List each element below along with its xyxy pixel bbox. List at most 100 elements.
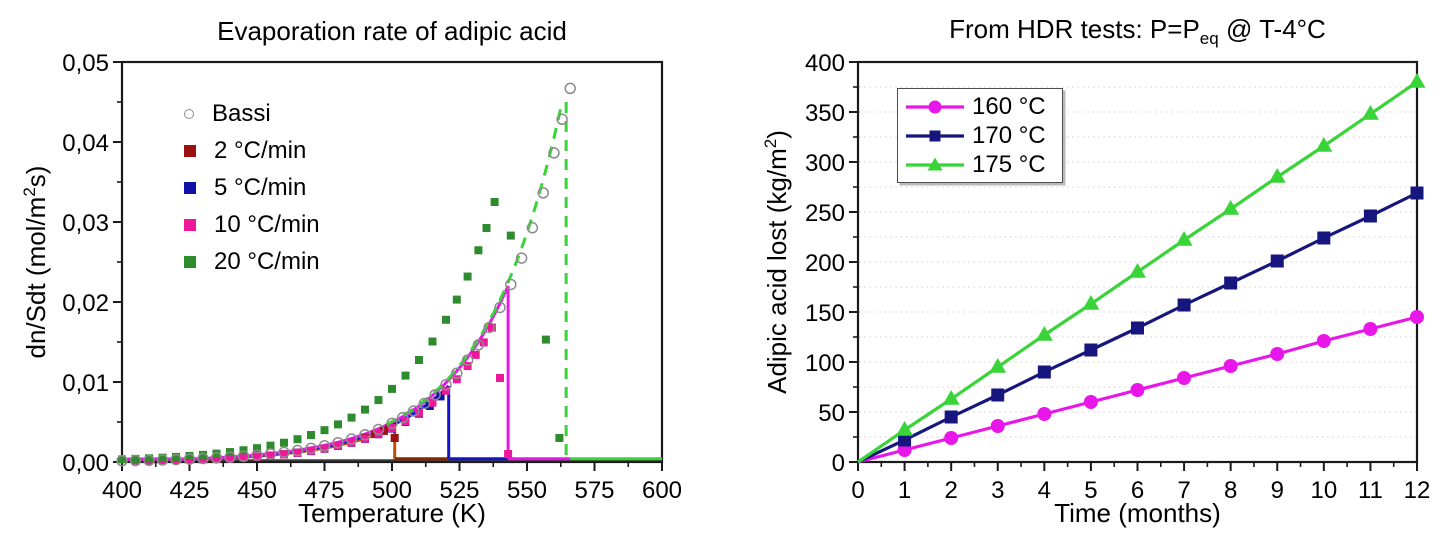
data-point <box>541 335 550 344</box>
y-tick-label: 250 <box>805 200 845 227</box>
data-point <box>320 426 329 435</box>
data-point <box>224 451 236 463</box>
data-point <box>361 434 369 443</box>
square-marker-icon <box>184 181 196 194</box>
legend-item-20-C-min: 20 °C/min <box>184 243 320 280</box>
data-point <box>515 252 528 264</box>
data-point <box>156 454 169 466</box>
data-point <box>487 323 496 332</box>
y-tick-label: 350 <box>805 100 845 127</box>
data-point <box>991 388 1005 402</box>
x-tick-label: 550 <box>507 477 547 504</box>
data-point <box>388 384 396 393</box>
data-point <box>210 452 223 464</box>
legend-label: 170 °C <box>972 121 1046 149</box>
data-point <box>334 441 342 450</box>
data-point <box>280 450 288 459</box>
x-tick-label: 10 <box>1310 477 1337 504</box>
series-170-C <box>857 186 1424 464</box>
right-legend: 160 °C 170 °C 175 °C <box>897 88 1063 183</box>
legend-label: 5 °C/min <box>214 173 307 201</box>
x-tick-label: 6 <box>1131 477 1144 504</box>
data-point <box>1177 371 1192 385</box>
data-point <box>185 452 194 460</box>
data-point <box>251 449 263 461</box>
data-point <box>347 438 356 447</box>
legend-label: Bassi <box>212 99 271 127</box>
data-point <box>428 337 437 346</box>
data-point <box>537 187 549 199</box>
data-point <box>483 321 495 334</box>
x-tick-label: 525 <box>439 477 479 504</box>
y-tick-label: 150 <box>805 300 845 327</box>
square-marker-icon <box>184 218 196 231</box>
data-point <box>440 378 452 391</box>
x-tick-label: 12 <box>1404 477 1431 504</box>
x-tick-label: 7 <box>1177 477 1190 504</box>
data-point <box>482 224 491 232</box>
data-point <box>345 433 358 445</box>
data-point <box>1408 73 1426 88</box>
series-10-C-min <box>131 323 513 465</box>
legend-item-5-C-min: 5 °C/min <box>184 169 320 206</box>
data-point <box>386 417 398 430</box>
y-tick-label: 0,02 <box>62 290 109 317</box>
data-point <box>564 82 576 95</box>
legend-label: 160 °C <box>972 92 1046 120</box>
data-point <box>1268 168 1286 183</box>
data-point <box>504 450 513 458</box>
legend-label: 20 °C/min <box>214 247 320 275</box>
data-point <box>212 454 221 463</box>
data-point <box>291 444 304 457</box>
data-point <box>359 428 371 441</box>
data-point <box>170 453 182 466</box>
x-tick-label: 400 <box>102 477 142 504</box>
data-point <box>307 431 315 440</box>
data-point <box>1037 365 1051 379</box>
data-point <box>452 375 461 384</box>
y-tick-label: 400 <box>805 50 845 77</box>
legend-item-2-C-min: 2 °C/min <box>184 132 320 169</box>
series-Bassi <box>116 82 576 467</box>
data-point <box>989 358 1007 373</box>
data-point <box>318 440 331 452</box>
data-point <box>361 405 369 414</box>
legend-item-175-C: 175 °C <box>904 150 1062 179</box>
fit-10C-per-min-curve <box>127 285 510 461</box>
data-point <box>397 411 409 424</box>
left-axes: 400 425 450 475 500 525 550 575 600 0,00 0,01 0,02 0… <box>62 50 682 504</box>
triangle-line-marker-icon <box>906 157 964 170</box>
data-point <box>226 454 234 463</box>
data-point <box>990 419 1005 433</box>
x-tick-label: 500 <box>372 477 412 504</box>
legend-item-10-C-min: 10 °C/min <box>184 206 320 243</box>
circle-line-marker-icon <box>906 100 964 113</box>
data-point <box>1177 298 1191 312</box>
series-175-C <box>857 73 1426 464</box>
x-tick-label: 0 <box>851 477 864 504</box>
right-chart-panel: 0 1 2 3 4 5 6 7 8 9 10 11 12 0 50 100 150 200 250 300 350 400… <box>720 0 1441 552</box>
data-point <box>183 453 196 465</box>
x-tick-label: 1 <box>898 477 911 504</box>
data-point <box>237 450 250 462</box>
data-point <box>197 452 209 465</box>
x-tick-label: 3 <box>991 477 1004 504</box>
x-tick-label: 425 <box>169 477 209 504</box>
data-point <box>158 453 167 462</box>
data-point <box>266 451 275 460</box>
x-tick-label: 5 <box>1084 477 1097 504</box>
data-point <box>490 198 499 206</box>
fit-curves-dashed <box>385 101 662 461</box>
data-point <box>942 390 960 405</box>
data-point <box>461 354 474 366</box>
y-tick-label: 0,03 <box>62 210 109 237</box>
x-tick-label: 450 <box>237 477 277 504</box>
data-point <box>407 405 420 417</box>
data-point <box>372 423 385 436</box>
y-tick-label: 50 <box>818 400 845 427</box>
right-x-axis-label: Time (months) <box>1054 498 1221 528</box>
data-point <box>293 435 302 444</box>
data-point <box>472 339 485 351</box>
data-point <box>1363 209 1377 223</box>
